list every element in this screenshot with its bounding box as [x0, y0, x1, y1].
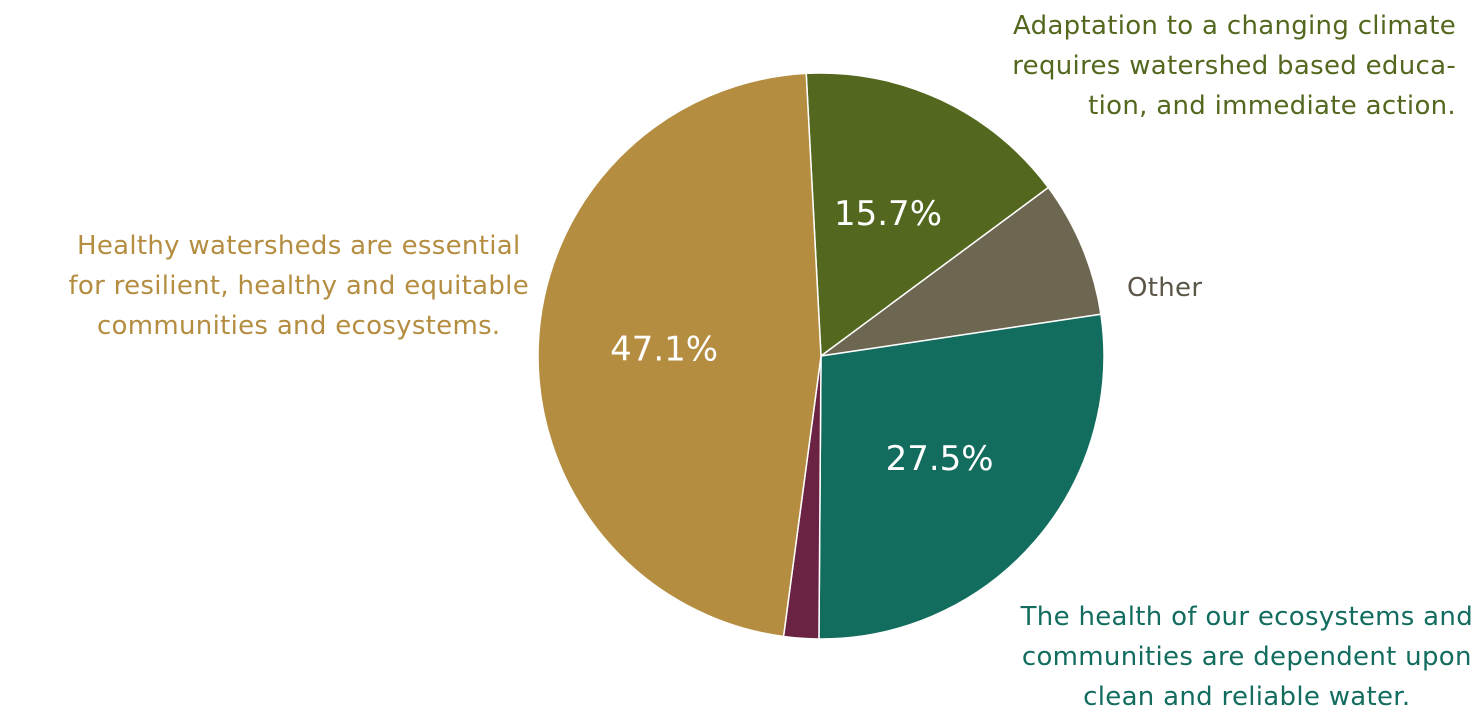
callout-line: communities and ecosystems.: [96, 311, 501, 341]
callout-other: Other: [1127, 268, 1202, 308]
pie-slices: [537, 72, 1105, 640]
pie-value-label: 27.5%: [886, 439, 994, 479]
callout-line: requires watershed based educa-: [1012, 51, 1456, 81]
pie-value-labels: 15.7% 27.5% 47.1%: [610, 194, 994, 479]
pie-slice: [820, 186, 1102, 357]
callout-line: for resilient, healthy and equitable: [68, 271, 529, 301]
pie-slice: [818, 313, 1105, 640]
callout-adaptation: Adaptation to a changing climate require…: [1012, 6, 1456, 126]
callout-health-of-ecosystems: The health of our ecosystems and communi…: [1021, 597, 1473, 717]
callout-line: Other: [1127, 273, 1203, 303]
pie-slice: [805, 72, 1050, 357]
callout-healthy-watersheds: Healthy watersheds are essential for res…: [68, 226, 529, 346]
callout-line: Healthy watersheds are essential: [76, 231, 521, 261]
callout-line: communities are dependent upon: [1021, 642, 1472, 672]
callout-line: clean and reliable water.: [1083, 682, 1411, 712]
pie-slice: [537, 72, 822, 638]
callout-line: Adaptation to a changing climate: [1013, 11, 1456, 41]
callout-line: The health of our ecosystems and: [1020, 602, 1473, 632]
pie-value-label: 15.7%: [834, 194, 942, 234]
pie-value-label: 47.1%: [610, 330, 718, 370]
callout-line: tion, and immediate action.: [1088, 91, 1456, 121]
